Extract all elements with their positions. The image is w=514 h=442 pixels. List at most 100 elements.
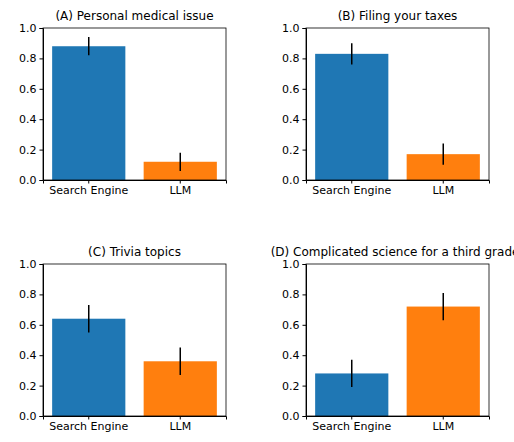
y-tick: 0.6 xyxy=(282,319,306,332)
y-tick-mark xyxy=(40,119,44,120)
y-tick-label: 1.0 xyxy=(19,22,37,35)
y-tick-label: 0.0 xyxy=(282,410,300,423)
y-tick-mark xyxy=(40,386,44,387)
y-tick-label: 0.2 xyxy=(282,380,300,393)
y-tick: 0.0 xyxy=(282,410,306,423)
title: (C) Trivia topics xyxy=(88,245,181,259)
x-tick-label: LLM xyxy=(169,420,191,433)
y-tick: 0.2 xyxy=(282,144,306,157)
y-tick-mark xyxy=(40,28,44,29)
y-tick: 0.4 xyxy=(19,113,43,126)
y-tick: 1.0 xyxy=(19,258,43,271)
x-tick-mark xyxy=(88,416,89,420)
y-tick-label: 1.0 xyxy=(19,258,37,271)
title: (D) Complicated science for a third grad… xyxy=(271,245,514,259)
y-tick: 1.0 xyxy=(19,22,43,35)
y-tick-mark xyxy=(40,180,44,181)
y-tick-label: 0.0 xyxy=(282,174,300,187)
y-axis: 0.00.20.40.60.81.0 xyxy=(19,258,44,423)
y-tick-label: 0.6 xyxy=(282,83,300,96)
y-tick-label: 0.6 xyxy=(19,319,37,332)
error-bar xyxy=(443,144,445,165)
plot-area xyxy=(315,43,480,180)
x-tick-label: Search Engine xyxy=(49,184,128,197)
y-tick-mark xyxy=(40,325,44,326)
y-tick-mark xyxy=(40,416,44,417)
title: (B) Filing your taxes xyxy=(338,9,458,23)
x-axis-line xyxy=(44,417,227,420)
y-axis: 0.0 0.2 0.4 0.6 0.8 1.0 xyxy=(282,258,307,423)
y-tick: 0.8 xyxy=(282,288,306,301)
error-bar xyxy=(180,348,182,375)
y-tick: 0.0 xyxy=(19,174,43,187)
y-tick: 1.0 xyxy=(282,258,306,271)
figure: 0.00.20.40.60.81.0Search EngineLLM(A) Pe… xyxy=(0,0,514,442)
bar xyxy=(52,46,125,180)
x-axis: Search Engine LLM xyxy=(307,416,490,433)
y-tick: 0.0 xyxy=(19,410,43,423)
frame xyxy=(43,264,226,416)
x-tick: LLM xyxy=(432,416,454,433)
error-bar xyxy=(88,305,90,332)
y-axis-line xyxy=(303,29,307,181)
panel: 0.00.20.40.60.81.0Search EngineLLM(A) Pe… xyxy=(19,9,227,197)
x-axis-line xyxy=(307,417,490,420)
x-tick-label: LLM xyxy=(432,420,454,433)
y-tick: 0.8 xyxy=(282,52,306,65)
y-tick-mark xyxy=(40,58,44,59)
plot-area xyxy=(52,305,217,416)
x-tick-mark xyxy=(351,180,352,184)
y-tick: 1.0 xyxy=(282,22,306,35)
y-tick-label: 0.2 xyxy=(282,144,300,157)
y-axis-line xyxy=(40,265,44,417)
y-tick-mark xyxy=(303,294,307,295)
y-tick-mark xyxy=(303,119,307,120)
error-bar xyxy=(351,43,353,64)
y-tick-label: 1.0 xyxy=(282,258,300,271)
x-tick: Search Engine xyxy=(49,180,128,197)
x-tick-mark xyxy=(443,180,444,184)
x-tick: LLM xyxy=(169,416,191,433)
y-tick: 0.4 xyxy=(282,349,306,362)
frame xyxy=(43,28,226,180)
x-axis: Search Engine LLM xyxy=(44,180,227,197)
y-tick: 0.6 xyxy=(19,319,43,332)
y-tick-mark xyxy=(303,180,307,181)
x-tick-label: Search Engine xyxy=(312,420,391,433)
frame xyxy=(306,28,489,180)
panel: 0.0 0.2 0.4 0.6 0.8 1.0 Search Engine LLM (D) Co… xyxy=(271,245,514,433)
x-axis-line xyxy=(44,181,227,184)
error-bar xyxy=(88,37,90,55)
y-tick: 0.2 xyxy=(19,144,43,157)
y-tick-mark xyxy=(303,28,307,29)
y-tick-mark xyxy=(40,264,44,265)
x-tick: LLM xyxy=(432,180,454,197)
y-tick-label: 0.4 xyxy=(282,349,300,362)
x-tick: LLM xyxy=(169,180,191,197)
y-tick: 0.8 xyxy=(19,288,43,301)
bar xyxy=(52,319,125,416)
y-tick-mark xyxy=(303,264,307,265)
error-bar xyxy=(180,153,182,171)
y-tick-label: 1.0 xyxy=(282,22,300,35)
y-tick: 0.8 xyxy=(19,52,43,65)
y-tick-mark xyxy=(303,58,307,59)
x-tick-mark xyxy=(180,416,181,420)
x-tick: Search Engine xyxy=(312,180,391,197)
y-tick: 0.0 xyxy=(282,174,306,187)
x-tick-mark xyxy=(351,416,352,420)
y-tick-label: 0.2 xyxy=(19,380,37,393)
y-tick-label: 0.4 xyxy=(282,113,300,126)
y-tick-label: 0.6 xyxy=(19,83,37,96)
x-tick-mark xyxy=(443,416,444,420)
error-bar xyxy=(443,293,445,320)
y-tick-mark xyxy=(303,386,307,387)
x-tick-label: LLM xyxy=(169,184,191,197)
x-tick-label: LLM xyxy=(432,184,454,197)
y-tick-label: 0.2 xyxy=(19,144,37,157)
y-tick-label: 0.0 xyxy=(19,410,37,423)
y-axis: 0.0 0.2 0.4 0.6 0.8 1.0 xyxy=(282,22,307,187)
y-tick-label: 0.0 xyxy=(19,174,37,187)
x-axis: Search Engine LLM xyxy=(307,180,490,197)
y-tick: 0.4 xyxy=(282,113,306,126)
